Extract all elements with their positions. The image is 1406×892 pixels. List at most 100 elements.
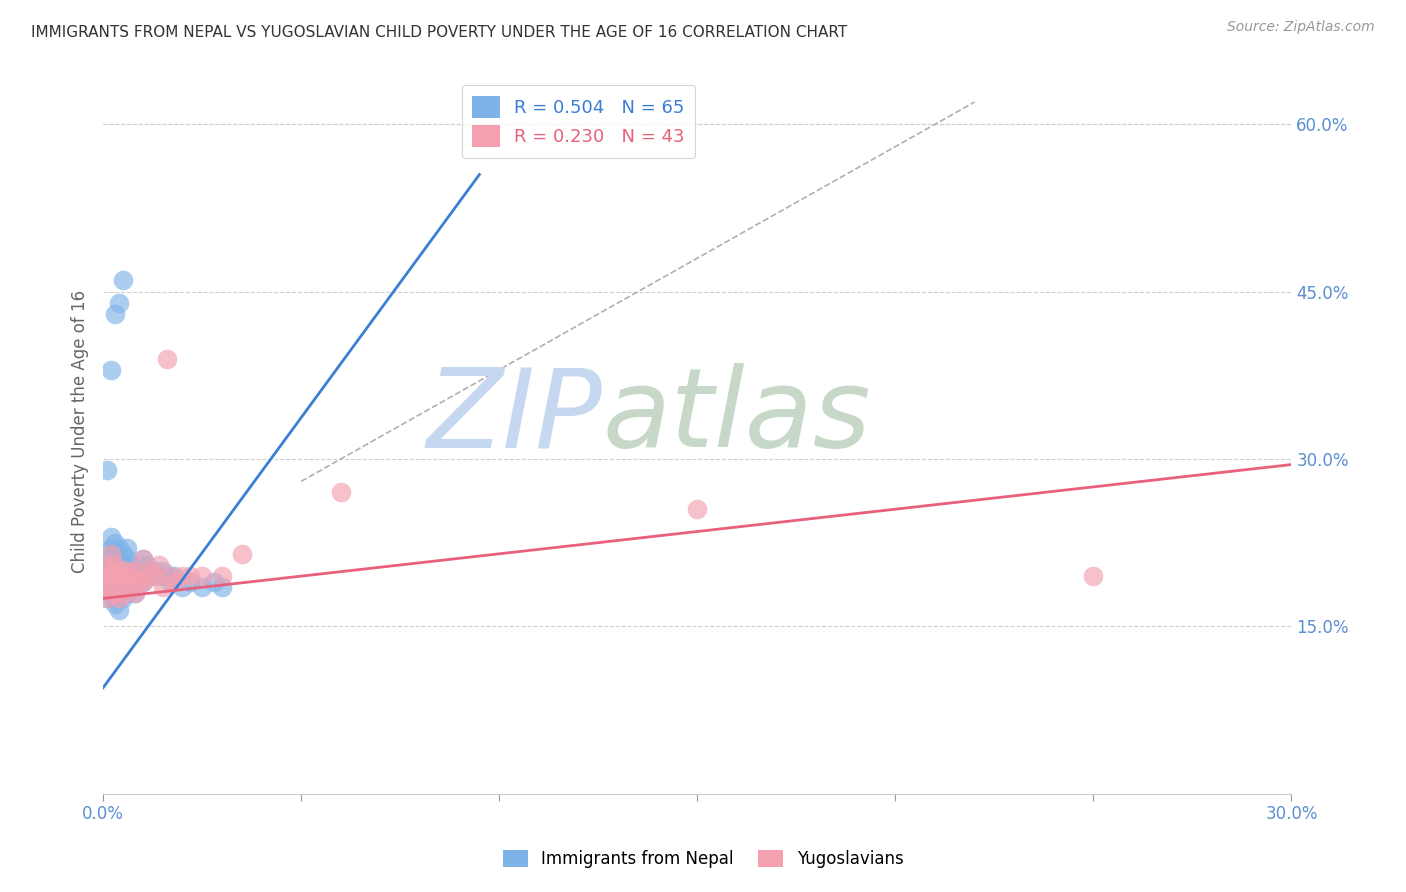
- Point: [108, 586, 131, 600]
- Point: [231, 547, 253, 561]
- Legend: R = 0.504   N = 65, R = 0.230   N = 43: R = 0.504 N = 65, R = 0.230 N = 43: [461, 85, 696, 158]
- Point: [179, 574, 201, 589]
- Point: [132, 552, 155, 566]
- Text: ZIP: ZIP: [426, 363, 602, 470]
- Point: [115, 564, 138, 578]
- Point: [128, 564, 150, 578]
- Point: [148, 569, 170, 583]
- Point: [96, 569, 118, 583]
- Point: [202, 574, 225, 589]
- Point: [115, 574, 138, 589]
- Point: [104, 558, 127, 572]
- Point: [96, 558, 118, 572]
- Point: [111, 564, 134, 578]
- Point: [96, 591, 118, 606]
- Point: [163, 574, 186, 589]
- Text: IMMIGRANTS FROM NEPAL VS YUGOSLAVIAN CHILD POVERTY UNDER THE AGE OF 16 CORRELATI: IMMIGRANTS FROM NEPAL VS YUGOSLAVIAN CHI…: [31, 25, 848, 40]
- Point: [96, 591, 118, 606]
- Point: [111, 273, 134, 287]
- Point: [120, 580, 142, 594]
- Point: [135, 558, 157, 572]
- Point: [686, 502, 709, 516]
- Point: [132, 564, 155, 578]
- Point: [104, 569, 127, 583]
- Point: [159, 569, 181, 583]
- Point: [104, 591, 127, 606]
- Text: Source: ZipAtlas.com: Source: ZipAtlas.com: [1227, 20, 1375, 34]
- Point: [111, 586, 134, 600]
- Point: [100, 586, 122, 600]
- Point: [135, 569, 157, 583]
- Point: [111, 580, 134, 594]
- Point: [111, 547, 134, 561]
- Point: [132, 574, 155, 589]
- Point: [120, 558, 142, 572]
- Point: [104, 307, 127, 321]
- Point: [148, 558, 170, 572]
- Point: [100, 580, 122, 594]
- Point: [100, 564, 122, 578]
- Text: atlas: atlas: [602, 363, 870, 470]
- Point: [108, 564, 131, 578]
- Point: [211, 580, 233, 594]
- Point: [191, 569, 214, 583]
- Point: [108, 564, 131, 578]
- Legend: Immigrants from Nepal, Yugoslavians: Immigrants from Nepal, Yugoslavians: [496, 843, 910, 875]
- Point: [96, 558, 118, 572]
- Point: [124, 564, 146, 578]
- Point: [111, 558, 134, 572]
- Point: [100, 552, 122, 566]
- Point: [100, 569, 122, 583]
- Point: [104, 535, 127, 549]
- Point: [115, 586, 138, 600]
- Point: [191, 580, 214, 594]
- Point: [152, 580, 174, 594]
- Point: [1083, 569, 1105, 583]
- Point: [211, 569, 233, 583]
- Point: [100, 547, 122, 561]
- Point: [96, 569, 118, 583]
- Point: [100, 541, 122, 556]
- Point: [104, 558, 127, 572]
- Point: [115, 564, 138, 578]
- Point: [139, 569, 162, 583]
- Point: [179, 569, 201, 583]
- Point: [120, 580, 142, 594]
- Point: [124, 574, 146, 589]
- Point: [143, 564, 166, 578]
- Point: [120, 569, 142, 583]
- Point: [115, 552, 138, 566]
- Point: [108, 295, 131, 310]
- Point: [96, 547, 118, 561]
- Point: [124, 586, 146, 600]
- Point: [108, 552, 131, 566]
- Point: [111, 569, 134, 583]
- Point: [96, 580, 118, 594]
- Point: [104, 597, 127, 611]
- Point: [128, 574, 150, 589]
- Point: [172, 569, 194, 583]
- Point: [124, 586, 146, 600]
- Point: [159, 574, 181, 589]
- Point: [108, 541, 131, 556]
- Point: [100, 363, 122, 377]
- Point: [329, 485, 352, 500]
- Point: [104, 580, 127, 594]
- Point: [115, 541, 138, 556]
- Point: [108, 574, 131, 589]
- Point: [124, 564, 146, 578]
- Point: [96, 463, 118, 477]
- Point: [111, 591, 134, 606]
- Point: [155, 351, 177, 366]
- Point: [104, 547, 127, 561]
- Point: [108, 602, 131, 616]
- Point: [100, 574, 122, 589]
- Point: [139, 564, 162, 578]
- Point: [104, 586, 127, 600]
- Point: [143, 569, 166, 583]
- Point: [152, 564, 174, 578]
- Point: [132, 552, 155, 566]
- Point: [100, 569, 122, 583]
- Point: [128, 574, 150, 589]
- Point: [115, 574, 138, 589]
